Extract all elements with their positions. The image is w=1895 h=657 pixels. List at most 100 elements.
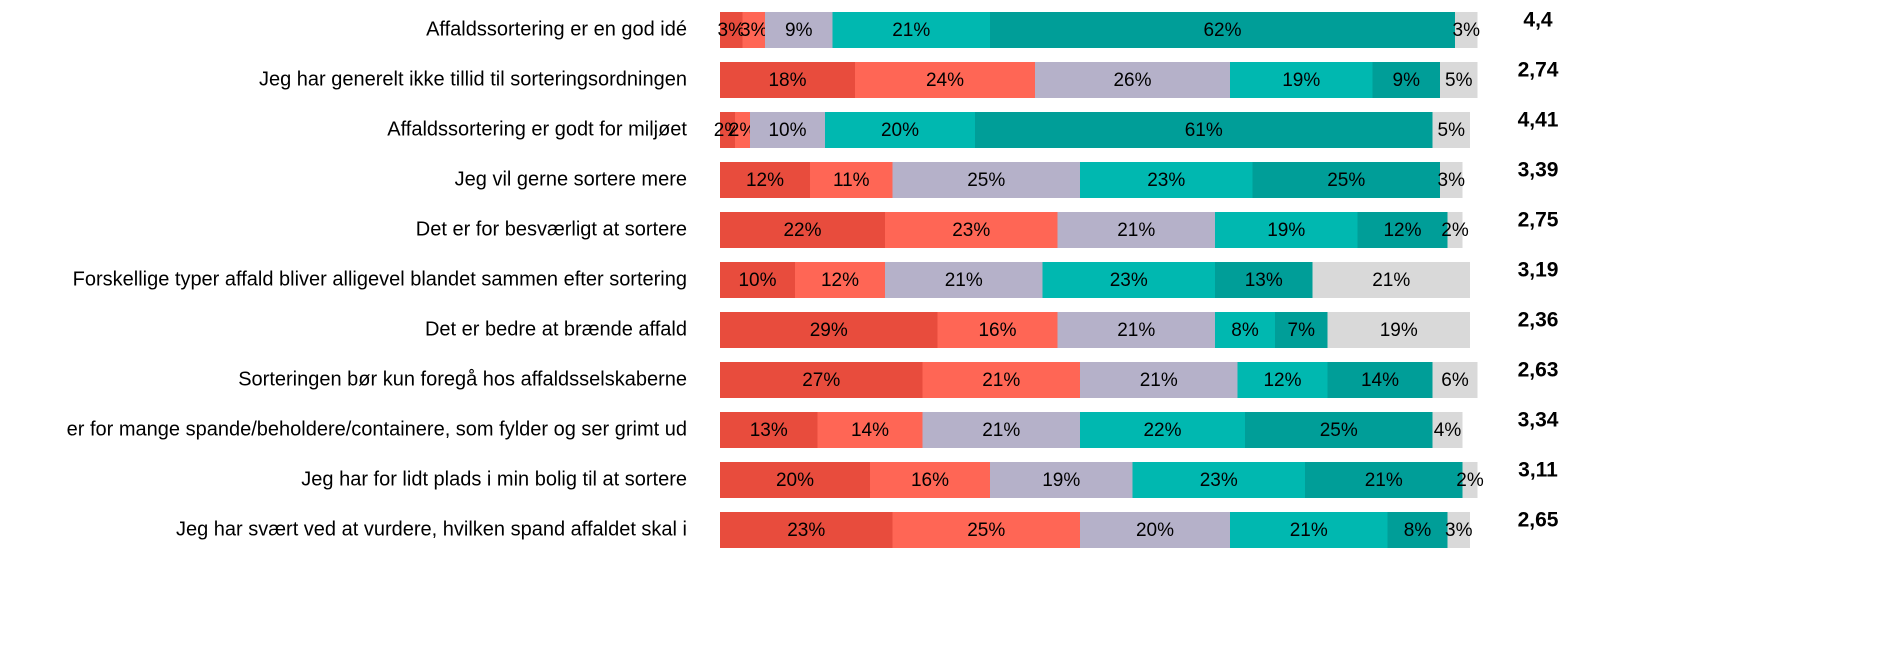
bar-segment (1440, 62, 1478, 98)
value-label: 61% (1185, 120, 1223, 141)
bar-segment (855, 62, 1035, 98)
bar-segment (990, 12, 1455, 48)
score-label: 4,41 (1518, 109, 1559, 132)
bar-segment (825, 112, 975, 148)
bar-segment (1215, 312, 1275, 348)
value-label: 13% (1245, 270, 1283, 291)
value-label: 16% (911, 470, 949, 491)
score-label: 3,34 (1518, 409, 1559, 432)
value-label: 22% (1143, 420, 1181, 441)
value-label: 23% (1200, 470, 1238, 491)
bar-segment (1447, 512, 1470, 548)
value-label: 21% (892, 20, 930, 41)
value-label: 23% (952, 220, 990, 241)
bar-segment (990, 462, 1133, 498)
value-label: 14% (1361, 370, 1399, 391)
bar-segment (885, 212, 1058, 248)
value-label: 19% (1282, 70, 1320, 91)
bar-segment (922, 362, 1080, 398)
bar-segment (1372, 62, 1440, 98)
value-label: 21% (1372, 270, 1410, 291)
value-label: 26% (1113, 70, 1151, 91)
bar-segment (870, 462, 990, 498)
value-label: 21% (1117, 220, 1155, 241)
bar-segment (975, 112, 1433, 148)
bar-segment (765, 12, 833, 48)
category-label: Jeg har generelt ikke tillid til sorteri… (259, 68, 687, 90)
value-label: 21% (982, 370, 1020, 391)
value-label: 2% (1441, 220, 1469, 241)
value-label: 23% (1147, 170, 1185, 191)
bar-segment (1132, 462, 1305, 498)
bar-segment (720, 312, 938, 348)
value-label: 12% (1383, 220, 1421, 241)
bar-segment (720, 112, 735, 148)
bar-segment (1305, 462, 1463, 498)
bar-segment (720, 12, 743, 48)
value-label: 3% (1438, 170, 1466, 191)
value-label: 2% (714, 120, 742, 141)
bar-segment (720, 62, 855, 98)
score-label: 3,11 (1518, 459, 1558, 482)
category-label: Affaldssortering er godt for miljøet (387, 118, 687, 140)
value-label: 24% (926, 70, 964, 91)
value-label: 6% (1441, 370, 1469, 391)
bar-segment (750, 112, 825, 148)
value-label: 27% (802, 370, 840, 391)
value-label: 16% (978, 320, 1016, 341)
bar-segment (795, 262, 885, 298)
value-label: 11% (833, 170, 870, 191)
bar-segment (735, 112, 750, 148)
value-label: 20% (776, 470, 814, 491)
bar-segment (892, 162, 1080, 198)
bar-segment (742, 12, 765, 48)
value-label: 21% (1290, 520, 1328, 541)
value-label: 12% (746, 170, 784, 191)
bar-segment (1432, 112, 1470, 148)
bar-segment (1357, 212, 1448, 248)
value-label: 23% (787, 520, 825, 541)
value-label: 10% (738, 270, 776, 291)
category-label: Sorteringen bør kun foregå hos affaldsse… (238, 368, 687, 390)
bar-segment (1245, 412, 1433, 448)
bar-segment (1080, 512, 1230, 548)
value-label: 18% (768, 70, 806, 91)
bar-segment (1440, 162, 1463, 198)
bar-segment (720, 412, 818, 448)
bar-segment (1237, 362, 1328, 398)
category-label: Det er bedre at brænde affald (425, 318, 687, 340)
value-label: 4% (1434, 420, 1462, 441)
bar-segment (1432, 362, 1478, 398)
value-label: 21% (1117, 320, 1155, 341)
bar-segment (1447, 212, 1463, 248)
bar-segment (885, 262, 1043, 298)
value-label: 19% (1042, 470, 1080, 491)
value-label: 9% (785, 20, 813, 41)
value-label: 13% (750, 420, 788, 441)
score-label: 2,63 (1518, 359, 1559, 382)
value-label: 22% (783, 220, 821, 241)
bar-segment (810, 162, 893, 198)
bar-segment (1327, 312, 1470, 348)
bar-segment (1080, 412, 1245, 448)
bar-segment (1327, 362, 1433, 398)
value-label: 21% (945, 270, 983, 291)
score-label: 2,36 (1518, 309, 1559, 332)
value-label: 29% (810, 320, 848, 341)
bar-segment (1230, 62, 1373, 98)
value-label: 25% (967, 520, 1005, 541)
bar-segment (892, 512, 1080, 548)
value-label: 3% (1445, 520, 1473, 541)
bar-segment (1215, 212, 1358, 248)
bar-segment (720, 362, 923, 398)
category-label: Jeg vil gerne sortere mere (455, 168, 687, 190)
value-label: 25% (967, 170, 1005, 191)
bar-segment (937, 312, 1058, 348)
value-label: 8% (1231, 320, 1259, 341)
category-label: Det er for besværligt at sortere (416, 218, 687, 240)
bar-segment (817, 412, 923, 448)
bar-segment (1432, 412, 1463, 448)
value-label: 62% (1203, 20, 1241, 41)
bar-segment (1080, 362, 1238, 398)
